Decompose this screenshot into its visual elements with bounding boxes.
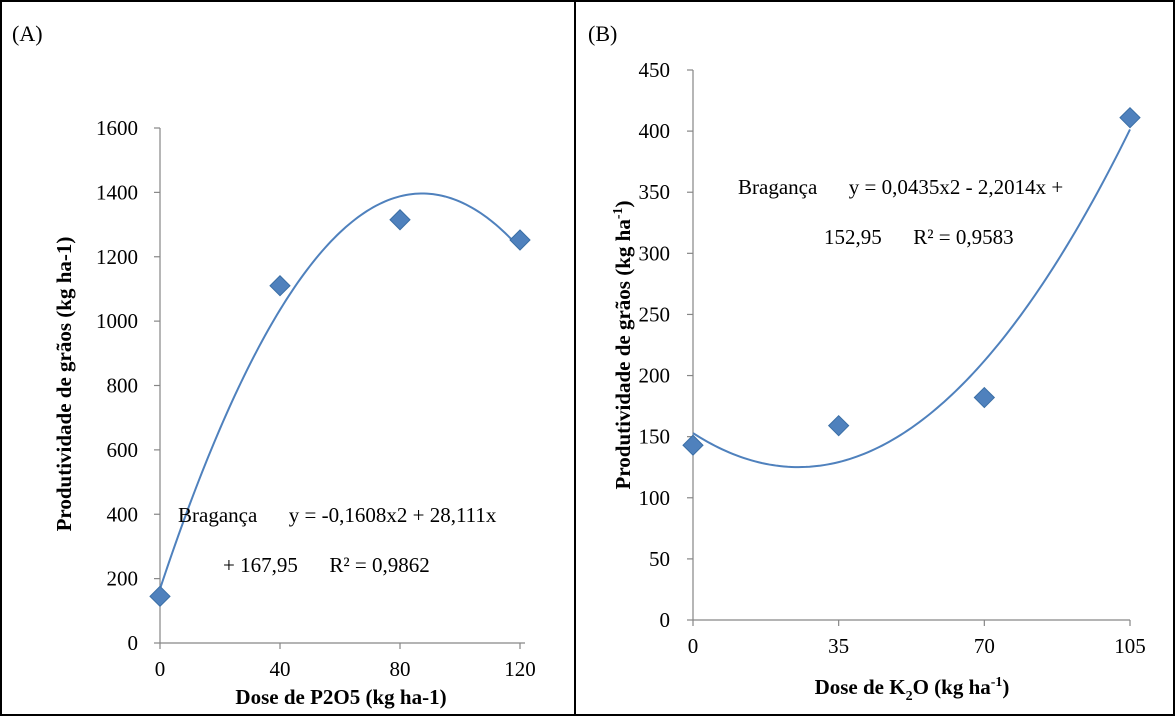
- y-tick-label: 100: [639, 486, 671, 510]
- y-tick-label: 1000: [96, 309, 138, 333]
- data-point: [1119, 106, 1141, 129]
- y-tick-label: 400: [639, 119, 671, 143]
- x-tick-labels-b: 0 35 70 105: [688, 634, 1146, 658]
- chart-panel-a: (A) 0 200 400 600 800 1000 1200 1400 1600 0 40 80 1…: [12, 21, 536, 709]
- x-tick-label: 0: [155, 657, 166, 681]
- x-tick-label: 0: [688, 634, 699, 658]
- y-tick-label: 250: [639, 302, 671, 326]
- data-point: [269, 275, 291, 297]
- data-point: [389, 209, 411, 231]
- x-tick-label: 70: [974, 634, 995, 658]
- y-tick-label: 150: [639, 425, 671, 449]
- data-points-b: [682, 106, 1141, 456]
- y-tick-label: 300: [639, 241, 671, 265]
- x-tick-label: 105: [1114, 634, 1146, 658]
- trendline-a: [159, 192, 521, 590]
- y-tick-label: 350: [639, 180, 671, 204]
- equation-a-line2: + 167,95 R² = 0,9862: [223, 553, 430, 577]
- x-tick-label: 40: [270, 657, 291, 681]
- y-tick-label: 1200: [96, 245, 138, 269]
- x-tick-label: 35: [828, 634, 849, 658]
- y-tick-label: 200: [639, 364, 671, 388]
- x-axis-title-b: Dose de K2O (kg ha-1): [815, 675, 1010, 704]
- y-tick-label: 450: [639, 58, 671, 82]
- panel-label-a: (A): [12, 21, 43, 46]
- x-axis-title-a: Dose de P2O5 (kg ha-1): [235, 685, 446, 709]
- y-ticks-b: [687, 69, 693, 621]
- x-ticks-a: [159, 643, 521, 649]
- x-ticks-b: [692, 620, 1131, 626]
- y-tick-label: 0: [128, 631, 139, 655]
- x-tick-labels-a: 0 40 80 120: [155, 657, 536, 681]
- data-point: [973, 386, 996, 409]
- y-tick-labels-b: 0 50 100 150 200 250 300 350 400 450: [639, 58, 671, 632]
- y-axis-title-a: Produtividade de grãos (kg ha-1): [52, 237, 76, 532]
- equation-b-line1: Bragança y = 0,0435x2 - 2,2014x +: [738, 175, 1063, 199]
- y-tick-label: 1600: [96, 116, 138, 140]
- chart-panel-b: (B) 0 50 100 150 200 250 300 350 400 450 0 35 70 105…: [588, 21, 1146, 704]
- data-point: [149, 585, 171, 608]
- y-axis-title-b: Produtividade de grãos (kg ha-1): [611, 201, 635, 490]
- y-tick-label: 1400: [96, 180, 138, 204]
- data-points-a: [149, 209, 531, 608]
- data-point: [827, 414, 850, 437]
- x-tick-label: 120: [504, 657, 536, 681]
- data-point: [682, 434, 704, 456]
- data-point: [509, 229, 531, 251]
- y-tick-label: 800: [107, 374, 139, 398]
- trendline-b: [692, 128, 1131, 469]
- x-tick-label: 80: [390, 657, 411, 681]
- y-tick-label: 600: [107, 438, 139, 462]
- y-tick-label: 200: [107, 567, 139, 591]
- panel-label-b: (B): [588, 21, 617, 46]
- y-tick-labels-a: 0 200 400 600 800 1000 1200 1400 1600: [96, 116, 138, 655]
- y-tick-label: 400: [107, 502, 139, 526]
- equation-b-line2: 152,95 R² = 0,9583: [824, 225, 1014, 249]
- equation-a-line1: Bragança y = -0,1608x2 + 28,111x: [178, 503, 497, 527]
- y-tick-label: 50: [649, 547, 670, 571]
- y-ticks-a: [154, 127, 160, 644]
- y-tick-label: 0: [660, 608, 671, 632]
